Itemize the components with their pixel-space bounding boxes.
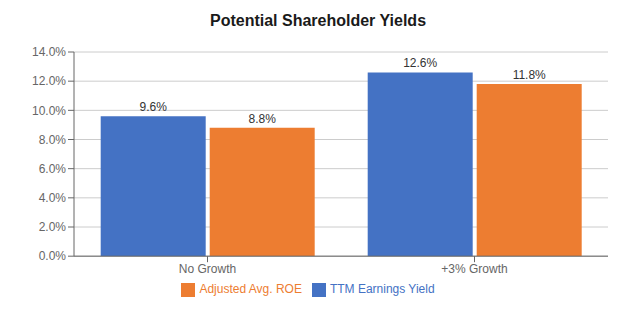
svg-text:14.0%: 14.0% [32,45,66,59]
svg-text:0.0%: 0.0% [39,249,67,263]
svg-text:8.0%: 8.0% [39,133,67,147]
svg-text:10.0%: 10.0% [32,104,66,118]
svg-text:11.8%: 11.8% [513,68,546,82]
html-text:TTM Earnings Yield: TTM Earnings Yield [329,282,435,297]
svg-text:6.0%: 6.0% [39,162,67,176]
svg-text:12.0%: 12.0% [32,74,66,88]
svg-text:2.0%: 2.0% [39,220,67,234]
svg-text:9.6%: 9.6% [140,100,168,114]
svg-text:No Growth: No Growth [179,262,236,276]
svg-text:4.0%: 4.0% [39,191,67,205]
svg-text:12.6%: 12.6% [403,56,437,70]
html-text:Adjusted Avg. ROE: Adjusted Avg. ROE [199,282,302,297]
svg-text:+3% Growth: +3% Growth [441,262,507,276]
svg-text:8.8%: 8.8% [249,112,277,126]
html-text:Potential Shareholder Yields: Potential Shareholder Yields [210,12,426,29]
